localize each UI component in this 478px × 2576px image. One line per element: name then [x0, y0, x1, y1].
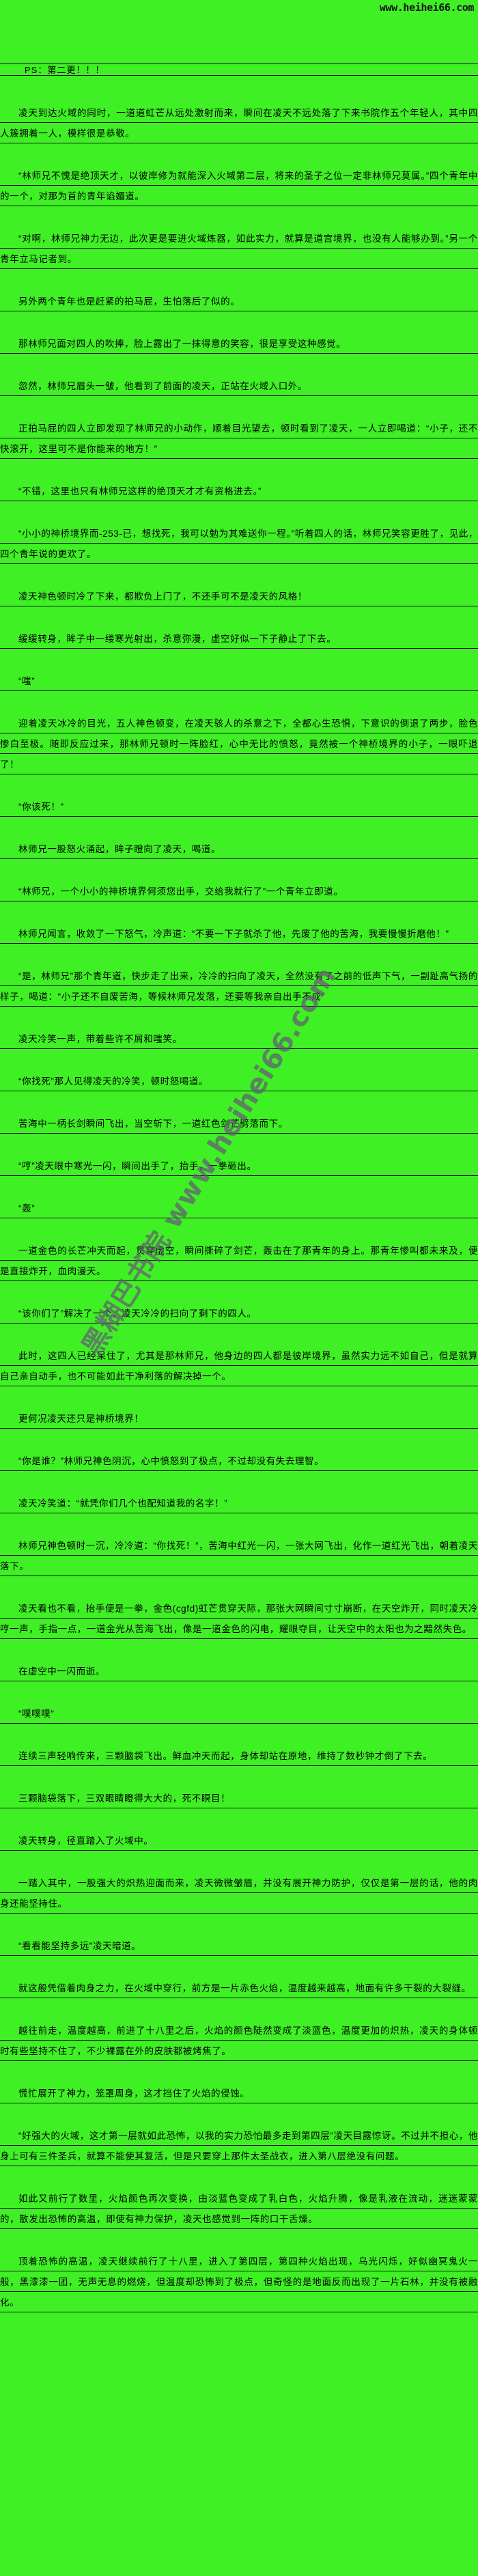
paragraph: “轰”: [0, 1199, 478, 1219]
author-note-text: PS：第二更！！！: [25, 65, 105, 75]
divider-under-note: [0, 75, 478, 76]
paragraph: 一踏入其中，一股强大的炽热迎面而来，凌天微微皱眉，并没有展开神力防护，仅仅是第一…: [0, 1873, 478, 1914]
paragraph: 顶着恐怖的高温，凌天继续前行了十八里，进入了第四层，第四种火焰出现，乌光闪烁，好…: [0, 2252, 478, 2313]
paragraph: 凌天转身，径直踏入了火域中。: [0, 1831, 478, 1851]
paragraph: 如此又前行了数里，火焰颜色再次变换，由淡蓝色变成了乳白色，火焰升腾，像是乳液在流…: [0, 2189, 478, 2230]
paragraph: “你找死”那人见得凌天的冷笑，顿时怒喝道。: [0, 1072, 478, 1092]
paragraph: 林师兄神色顿时一沉，冷冷道：“你找死！”，苦海中红光一闪，一张大网飞出，化作一道…: [0, 1536, 478, 1577]
paragraph: 凌天冷笑一声，带着些许不屑和嗤笑。: [0, 1029, 478, 1050]
paragraph: 凌天神色顿时冷了下来，都欺负上门了，不还手可不是凌天的风格！: [0, 587, 478, 607]
paragraph: 迎着凌天冰冷的目光，五人神色顿变，在凌天骇人的杀意之下，全都心生恐惧，下意识的倒…: [0, 714, 478, 775]
paragraph: “林师兄不愧是绝顶天才，以彼岸修为就能深入火域第二层，将来的圣子之位一定非林师兄…: [0, 166, 478, 207]
paragraph: 凌天冷笑道：“就凭你们几个也配知道我的名字！”: [0, 1494, 478, 1514]
paragraph: “嗤”: [0, 671, 478, 692]
paragraph: “林师兄，一个小小的神桥境界何须您出手，交给我就行了”一个青年立即道。: [0, 882, 478, 902]
paragraph: “噗噗噗”: [0, 1704, 478, 1724]
paragraph: “好强大的火域，这才第一层就如此恐怖，以我的实力恐怕最多走到第四层”凌天目露惊讶…: [0, 2126, 478, 2167]
paragraph: “你该死！”: [0, 797, 478, 817]
paragraph: 一道金色的长芒冲天而起，贯穿虚空，瞬间撕碎了剑芒，轰击在了那青年的身上。那青年惨…: [0, 1241, 478, 1282]
paragraph: “你是谁？”林师兄神色阴沉，心中愤怒到了极点，不过却没有失去理智。: [0, 1451, 478, 1472]
paragraph: “小小的神桥境界而-253-已，想找死，我可以勉为其难送你一程。”听着四人的话，…: [0, 524, 478, 565]
paragraph: 凌天到达火域的同时，一道道虹芒从远处激射而来，瞬间在凌天不远处落了下来书院作五个…: [0, 103, 478, 144]
paragraph: 三颗脑袋落下，三双眼睛瞪得大大的，死不瞑目！: [0, 1789, 478, 1809]
paragraph: 就这般凭借着肉身之力，在火域中穿行，前方是一片赤色火焰，温度越来越高，地面有许多…: [0, 1978, 478, 1999]
paragraph: 在虚空中一闪而逝。: [0, 1662, 478, 1682]
paragraph: “看看能坚持多远”凌天暗道。: [0, 1936, 478, 1957]
paragraph: 凌天看也不看，抬手便是一拳，金色(cgfd)虹芒贯穿天际，那张大网瞬间寸寸崩断，…: [0, 1599, 478, 1640]
paragraph: 另外两个青年也是赶紧的拍马屁，生怕落后了似的。: [0, 292, 478, 312]
paragraph: “哼”凌天眼中寒光一闪，瞬间出手了，抬手，一拳砸出。: [0, 1156, 478, 1177]
paragraph: “该你们了”解决了一个，凌天冷冷的扫向了剩下的四人。: [0, 1304, 478, 1324]
paragraph: 缓缓转身，眸子中一缕寒光射出，杀意弥漫，虚空好似一下子静止了下去。: [0, 629, 478, 649]
author-note-block: PS：第二更！！！: [0, 64, 478, 77]
paragraph: 越往前走，温度越高，前进了十八里之后，火焰的颜色陡然变成了淡蓝色，温度更加的炽热…: [0, 2021, 478, 2062]
paragraph: 林师兄闻言，收敛了一下怒气，冷声道：“不要一下子就杀了他，先废了他的苦海，我要慢…: [0, 924, 478, 944]
paragraph: 苦海中一柄长剑瞬间飞出，当空斩下，一道红色剑芒劈落而下。: [0, 1114, 478, 1134]
chapter-body: 凌天到达火域的同时，一道道虹芒从远处激射而来，瞬间在凌天不远处落了下来书院作五个…: [0, 77, 478, 2313]
paragraph: 正拍马屁的四人立即发现了林师兄的小动作，顺着目光望去，顿时看到了凌天，一人立即喝…: [0, 419, 478, 460]
bottom-spacer: [0, 2335, 478, 2417]
paragraph: 更何况凌天还只是神桥境界！: [0, 1409, 478, 1429]
paragraph: 连续三声轻响传来，三颗脑袋飞出。鲜血冲天而起，身体却站在原地，维持了数秒钟才倒了…: [0, 1746, 478, 1767]
paragraph: 此时，这四人已经呆住了，尤其是那林师兄，他身边的四人都是彼岸境界，虽然实力远不如…: [0, 1346, 478, 1387]
paragraph: 慌忙展开了神力，笼罩周身，这才挡住了火焰的侵蚀。: [0, 2084, 478, 2104]
site-watermark-top: www.heihei66.com: [379, 1, 474, 14]
paragraph: “对啊，林师兄神力无边，此次更是要进火域炼器，如此实力，就算是道宫境界，也没有人…: [0, 229, 478, 270]
paragraph: 忽然，林师兄眉头一皱，他看到了前面的凌天，正站在火域入口外。: [0, 376, 478, 397]
paragraph: 林师兄一股怒火涌起，眸子瞪向了凌天，喝道。: [0, 839, 478, 860]
paragraph: 那林师兄面对四人的吹捧，脸上露出了一抹得意的笑容，很是享受这种感觉。: [0, 334, 478, 354]
paragraph: “是，林师兄”那个青年道，快步走了出来，冷冷的扫向了凌天，全然没有了之前的低声下…: [0, 966, 478, 1007]
paragraph: “不错，这里也只有林师兄这样的绝顶天才才有资格进去。”: [0, 481, 478, 502]
